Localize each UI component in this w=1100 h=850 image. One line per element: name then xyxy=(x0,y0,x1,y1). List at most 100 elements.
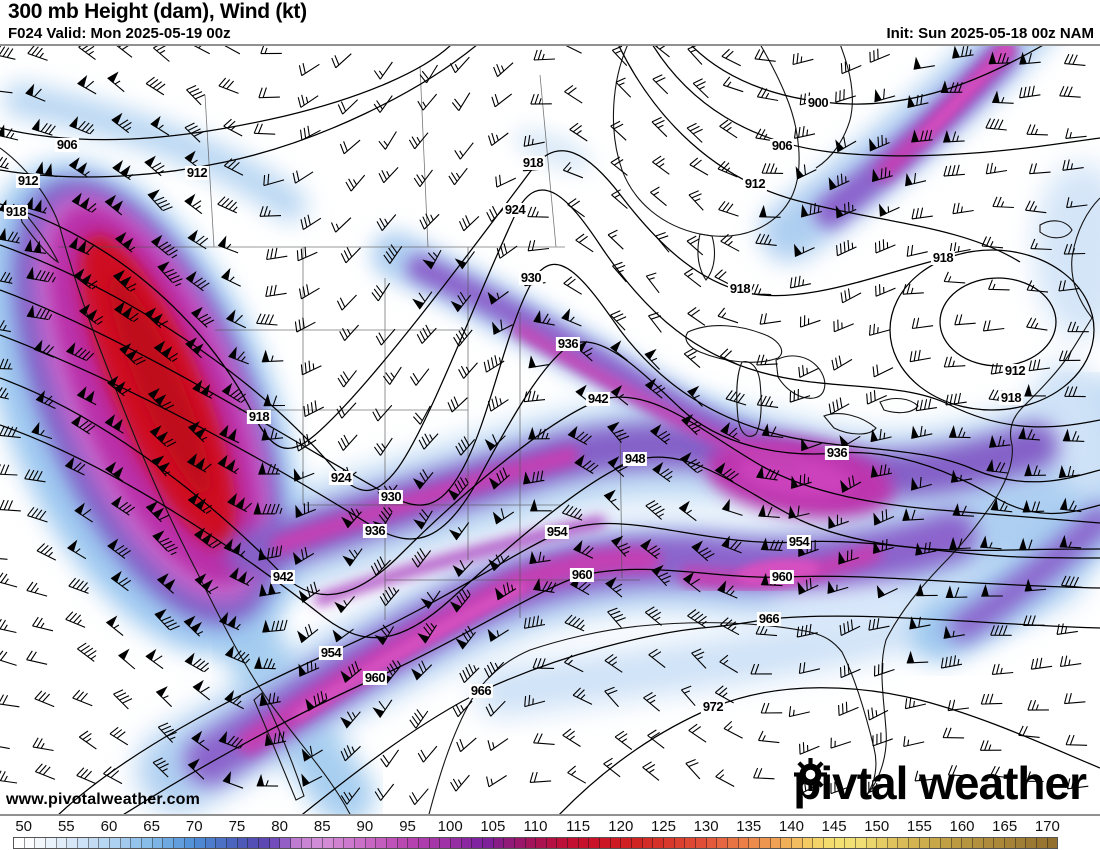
colorbar-cell xyxy=(568,838,579,848)
colorbar-cell xyxy=(259,838,270,848)
contour-label: 906 xyxy=(54,137,80,152)
colorbar-cell xyxy=(632,838,643,848)
colorbar-cell xyxy=(973,838,984,848)
colorbar-cell xyxy=(376,838,387,848)
contour-label: 912 xyxy=(184,165,210,180)
colorbar-cell xyxy=(1026,838,1037,848)
contour-label: 918 xyxy=(727,281,753,296)
contour-label: 960 xyxy=(569,567,595,582)
colorbar-cell xyxy=(653,838,665,848)
init-time-label: Init: Sun 2025-05-18 00z NAM xyxy=(886,25,1094,42)
colorbar-cell xyxy=(35,838,46,848)
colorbar-cells xyxy=(13,837,1058,849)
colorbar-cell xyxy=(418,838,430,848)
contour-label: 966 xyxy=(756,611,782,626)
colorbar-cell xyxy=(674,838,686,848)
colorbar-tick: 145 xyxy=(821,818,847,835)
colorbar-cell xyxy=(823,838,835,848)
colorbar-cell xyxy=(461,838,473,848)
colorbar-tick: 150 xyxy=(864,818,890,835)
colorbar-cell xyxy=(152,838,164,848)
colorbar-tick: 165 xyxy=(992,818,1018,835)
colorbar-cell xyxy=(685,838,696,848)
colorbar-cell xyxy=(301,838,313,848)
colorbar-cell xyxy=(642,838,654,848)
colorbar-cell xyxy=(1005,838,1016,848)
colorbar-cell xyxy=(717,838,728,848)
colorbar-cell xyxy=(1015,838,1027,848)
colorbar-cell xyxy=(536,838,547,848)
pivotal-weather-logo: piv tal weather xyxy=(793,758,1087,806)
colorbar-tick: 50 xyxy=(15,818,32,835)
contour-label: 954 xyxy=(544,524,570,539)
contour-label: 936 xyxy=(362,523,388,538)
map-area: 906 912 918 912 918 924 930 936 942 954 960 966 972 9… xyxy=(0,44,1100,816)
colorbar-cell xyxy=(866,838,878,848)
gear-icon xyxy=(794,758,828,791)
colorbar-cell xyxy=(472,838,483,848)
colorbar-cell xyxy=(365,838,377,848)
colorbar-tick: 135 xyxy=(736,818,762,835)
colorbar-cell xyxy=(227,838,238,848)
colorbar-cell xyxy=(951,838,963,848)
colorbar-cell xyxy=(504,838,515,848)
colorbar-cell xyxy=(621,838,633,848)
colorbar-cell xyxy=(237,838,249,848)
height-contours-layer xyxy=(0,46,1100,814)
colorbar-cell xyxy=(397,838,409,848)
colorbar-tick: 130 xyxy=(693,818,719,835)
colorbar-cell xyxy=(791,838,803,848)
contour-label: 906 xyxy=(769,138,795,153)
contour-label: 924 xyxy=(502,202,528,217)
contour-label: 918 xyxy=(246,409,272,424)
colorbar-cell xyxy=(280,838,292,848)
colorbar-cell xyxy=(440,838,451,848)
colorbar-tick: 60 xyxy=(100,818,118,835)
contour-label: 942 xyxy=(270,569,296,584)
colorbar-tick: 80 xyxy=(271,818,288,835)
colorbar-cell xyxy=(45,838,57,848)
colorbar: 50 55 60 65 70 75 80 85 90 95 100 105 110 115 120 125 13… xyxy=(0,816,1100,850)
colorbar-cell xyxy=(941,838,952,848)
colorbar-cell xyxy=(898,838,910,848)
colorbar-cell xyxy=(834,838,846,848)
header: 300 mb Height (dam), Wind (kt) F024 Vali… xyxy=(0,0,1100,44)
colorbar-cell xyxy=(802,838,814,848)
colorbar-cell xyxy=(919,838,931,848)
colorbar-cell xyxy=(557,838,569,848)
colorbar-tick: 155 xyxy=(906,818,932,835)
colorbar-cell xyxy=(855,838,867,848)
colorbar-cell xyxy=(983,838,995,848)
contour-label: 960 xyxy=(769,569,795,584)
colorbar-cell xyxy=(355,838,366,848)
colorbar-cell xyxy=(759,838,771,848)
colorbar-cell xyxy=(269,838,281,848)
colorbar-tick: 75 xyxy=(228,818,246,835)
colorbar-tick: 85 xyxy=(313,818,331,835)
colorbar-cell xyxy=(493,838,505,848)
wind-speed-fill-layer xyxy=(0,46,1100,814)
contour-label: 930 xyxy=(378,489,404,504)
contour-label: 936 xyxy=(824,445,850,460)
contour-label: 930 xyxy=(518,270,544,285)
contour-label: 918 xyxy=(930,250,956,265)
contour-label: 966 xyxy=(468,683,494,698)
contour-label: 954 xyxy=(786,534,812,549)
watermark: www.pivotalweather.com xyxy=(6,791,201,808)
colorbar-tick: 125 xyxy=(650,818,676,835)
contour-label: 912 xyxy=(1002,363,1028,378)
colorbar-cell xyxy=(99,838,110,848)
colorbar-cell xyxy=(962,838,974,848)
colorbar-ticks: 50 55 60 65 70 75 80 85 90 95 100 105 110 115 120 125 13… xyxy=(0,818,1100,836)
colorbar-cell xyxy=(141,838,153,848)
colorbar-cell xyxy=(930,838,942,848)
colorbar-tick: 65 xyxy=(143,818,160,835)
colorbar-cell xyxy=(56,838,68,848)
colorbar-cell xyxy=(994,838,1006,848)
colorbar-cell xyxy=(24,838,36,848)
map-canvas xyxy=(0,46,1100,814)
contour-label: 912 xyxy=(742,176,768,191)
colorbar-tick: 115 xyxy=(566,818,591,835)
contour-label: 900 xyxy=(805,95,831,110)
colorbar-cell xyxy=(610,838,622,848)
